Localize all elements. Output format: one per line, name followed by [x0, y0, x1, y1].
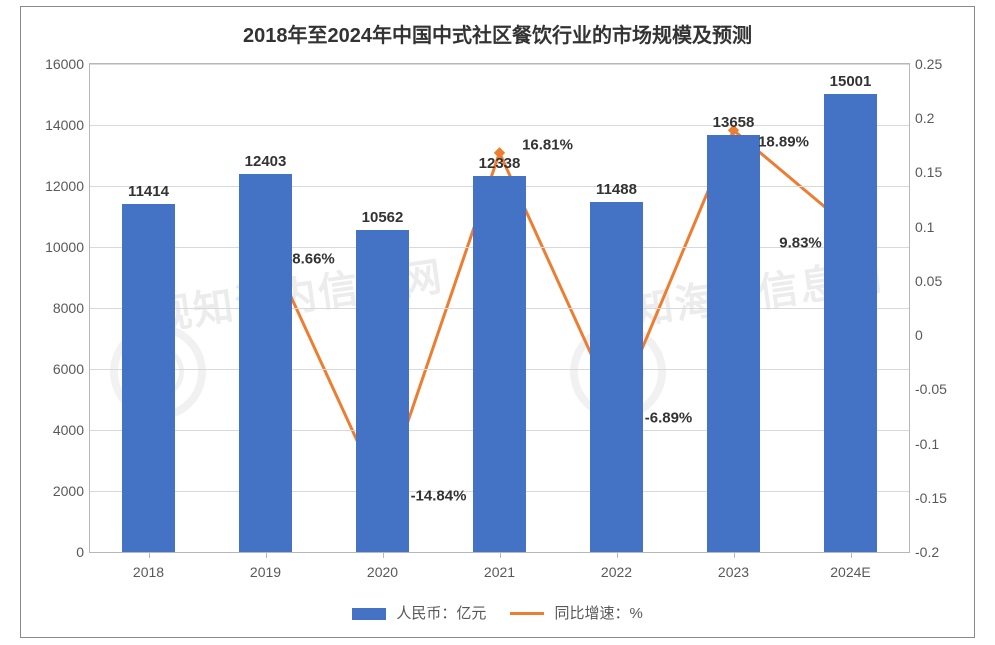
y2-tick-label: -0.2: [915, 544, 971, 560]
chart-frame: 2018年至2024年中国中式社区餐饮行业的市场规模及预测 观知海内信息网 观知…: [20, 6, 975, 638]
x-tick-label: 2024E: [830, 564, 870, 580]
y2-tick-label: 0.2: [915, 110, 971, 126]
x-tick-label: 2019: [250, 564, 281, 580]
y2-tick-label: 0.1: [915, 219, 971, 235]
x-tick-label: 2018: [133, 564, 164, 580]
pct-label: 8.66%: [292, 251, 335, 268]
legend-swatch-bar: [352, 608, 386, 620]
bar: [707, 135, 760, 552]
legend-swatch-line: [510, 612, 544, 615]
y1-tick-label: 2000: [28, 483, 84, 499]
pct-label: 18.89%: [758, 134, 809, 151]
y1-tick-label: 10000: [28, 239, 84, 255]
bar: [824, 94, 877, 552]
x-tick: [617, 552, 618, 558]
y2-tick-label: 0.25: [915, 56, 971, 72]
bar: [356, 230, 409, 552]
bar-value-label: 15001: [830, 73, 872, 90]
x-tick: [266, 552, 267, 558]
y2-tick-label: -0.15: [915, 490, 971, 506]
y1-tick-label: 14000: [28, 117, 84, 133]
bar-value-label: 10562: [362, 209, 404, 226]
y2-tick-label: 0: [915, 327, 971, 343]
bar: [239, 174, 292, 552]
y2-tick-label: 0.15: [915, 164, 971, 180]
legend-item-bars: 人民币：亿元: [352, 602, 486, 623]
pct-label: -6.89%: [645, 409, 693, 426]
x-tick: [851, 552, 852, 558]
y1-tick-label: 6000: [28, 361, 84, 377]
gridline: [90, 125, 909, 126]
x-tick-label: 2020: [367, 564, 398, 580]
bar: [590, 202, 643, 552]
pct-label: -14.84%: [411, 488, 467, 505]
gridline: [90, 64, 909, 65]
chart-title: 2018年至2024年中国中式社区餐饮行业的市场规模及预测: [21, 19, 974, 48]
y2-tick-label: 0.05: [915, 273, 971, 289]
y1-tick-label: 4000: [28, 422, 84, 438]
page: 2018年至2024年中国中式社区餐饮行业的市场规模及预测 观知海内信息网 观知…: [0, 0, 995, 645]
legend-label-bars: 人民币：亿元: [396, 605, 486, 622]
bar-value-label: 12403: [245, 153, 287, 170]
x-tick: [500, 552, 501, 558]
bar: [473, 176, 526, 552]
plot-area: 观知海内信息网 观知海内信息网 020004000600080001000012…: [89, 63, 910, 553]
y1-tick-label: 16000: [28, 56, 84, 72]
bar-value-label: 11414: [128, 183, 169, 200]
legend-item-line: 同比增速：%: [510, 602, 643, 623]
x-tick: [734, 552, 735, 558]
x-tick-label: 2022: [601, 564, 632, 580]
pct-label: 9.83%: [779, 234, 822, 251]
y2-tick-label: -0.05: [915, 381, 971, 397]
y1-tick-label: 0: [28, 544, 84, 560]
x-tick: [149, 552, 150, 558]
y1-tick-label: 12000: [28, 178, 84, 194]
pct-label: 16.81%: [522, 136, 573, 153]
bar-value-label: 11488: [596, 181, 637, 198]
legend: 人民币：亿元 同比增速：%: [21, 597, 974, 627]
x-tick: [383, 552, 384, 558]
x-tick-label: 2023: [718, 564, 749, 580]
x-tick-label: 2021: [484, 564, 515, 580]
y1-tick-label: 8000: [28, 300, 84, 316]
bar-value-label: 13658: [713, 114, 755, 131]
legend-label-line: 同比增速：%: [555, 605, 643, 622]
bar: [122, 204, 175, 552]
bar-value-label: 12338: [479, 155, 521, 172]
y2-tick-label: -0.1: [915, 436, 971, 452]
